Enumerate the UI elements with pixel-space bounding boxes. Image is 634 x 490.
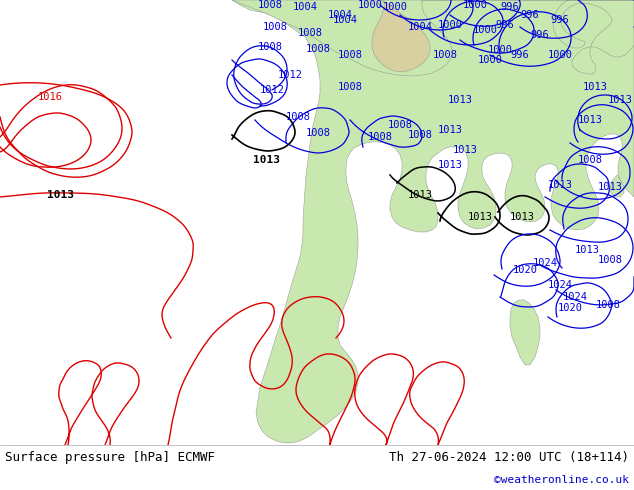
Text: 1013: 1013: [254, 155, 280, 165]
Text: ©weatheronline.co.uk: ©weatheronline.co.uk: [494, 475, 629, 485]
Text: 1004: 1004: [408, 22, 432, 32]
Text: 1000: 1000: [472, 25, 498, 35]
Text: 1024: 1024: [533, 258, 557, 268]
Text: 1000: 1000: [382, 2, 408, 12]
Text: Surface pressure [hPa] ECMWF: Surface pressure [hPa] ECMWF: [5, 451, 215, 465]
Text: 1013: 1013: [437, 125, 462, 135]
Text: 1013: 1013: [548, 180, 573, 190]
Text: 1024: 1024: [562, 292, 588, 302]
Text: 1008: 1008: [306, 44, 330, 54]
Polygon shape: [232, 0, 634, 443]
Text: 1013: 1013: [448, 95, 472, 105]
Text: 1008: 1008: [257, 42, 283, 52]
Text: Th 27-06-2024 12:00 UTC (18+114): Th 27-06-2024 12:00 UTC (18+114): [389, 451, 629, 465]
Text: 1013: 1013: [574, 245, 600, 255]
Text: 1000: 1000: [477, 55, 503, 65]
Text: 1013: 1013: [46, 190, 74, 200]
Text: 996: 996: [550, 15, 569, 25]
Text: 1008: 1008: [257, 0, 283, 10]
Text: 1013: 1013: [408, 190, 432, 200]
Text: 996: 996: [521, 10, 540, 20]
Text: 1008: 1008: [306, 128, 330, 138]
Text: 1008: 1008: [337, 82, 363, 92]
Text: 1008: 1008: [297, 28, 323, 38]
Polygon shape: [510, 300, 540, 365]
Text: 1004: 1004: [292, 2, 318, 12]
Text: 1016: 1016: [37, 92, 63, 102]
Text: 996: 996: [510, 50, 529, 60]
Text: 996: 996: [496, 20, 514, 30]
Text: 1000: 1000: [488, 45, 512, 55]
Text: 1008: 1008: [597, 255, 623, 265]
Text: 1013: 1013: [437, 160, 462, 170]
Text: 1008: 1008: [262, 22, 287, 32]
Text: 1004: 1004: [332, 15, 358, 25]
Text: 1000: 1000: [358, 0, 382, 10]
Text: 1012: 1012: [278, 70, 302, 80]
Text: 1008: 1008: [285, 112, 311, 122]
Text: 1024: 1024: [548, 280, 573, 290]
Text: 1008: 1008: [595, 300, 621, 310]
Text: 1004: 1004: [328, 10, 353, 20]
Text: 1013: 1013: [578, 115, 602, 125]
Polygon shape: [232, 0, 452, 76]
Text: 1013: 1013: [583, 82, 607, 92]
Text: 1013: 1013: [607, 95, 633, 105]
Text: 1008: 1008: [387, 120, 413, 130]
Text: 1008: 1008: [432, 50, 458, 60]
Polygon shape: [610, 175, 624, 197]
Text: 996: 996: [531, 30, 550, 40]
Polygon shape: [372, 0, 430, 72]
Text: 1008: 1008: [578, 155, 602, 165]
Text: 1020: 1020: [557, 303, 583, 313]
Text: 1008: 1008: [368, 132, 392, 142]
Text: 1012: 1012: [259, 85, 285, 95]
Text: 1013: 1013: [597, 182, 623, 192]
Text: 1000: 1000: [462, 0, 488, 10]
Text: 1013: 1013: [467, 212, 493, 222]
Text: 996: 996: [501, 2, 519, 12]
Polygon shape: [422, 0, 634, 74]
Text: 1013: 1013: [453, 145, 477, 155]
Text: 1020: 1020: [512, 265, 538, 275]
Text: 1000: 1000: [437, 20, 462, 30]
Text: 1008: 1008: [337, 50, 363, 60]
Text: 1008: 1008: [408, 130, 432, 140]
Text: 1000: 1000: [548, 50, 573, 60]
Text: 1013: 1013: [510, 212, 534, 222]
